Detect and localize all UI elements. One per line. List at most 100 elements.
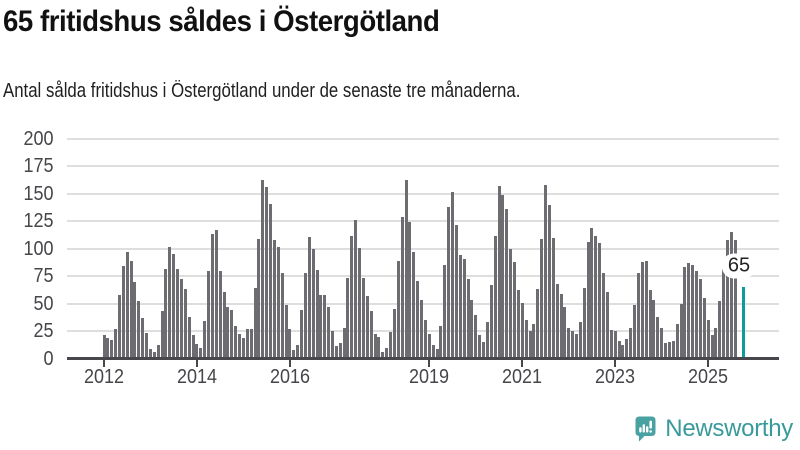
bar xyxy=(133,281,137,359)
bar xyxy=(532,324,536,359)
bar xyxy=(207,270,211,359)
bar xyxy=(664,343,668,359)
bar xyxy=(489,284,493,359)
bar xyxy=(191,335,195,359)
bar xyxy=(675,324,679,359)
bar xyxy=(106,337,110,359)
brand-name: Newsworthy xyxy=(665,415,793,442)
bar xyxy=(695,270,699,359)
bar xyxy=(315,269,319,359)
bar xyxy=(431,345,435,359)
bar xyxy=(671,340,675,359)
bar xyxy=(586,242,590,359)
bar xyxy=(354,220,358,359)
grid-line xyxy=(67,192,779,195)
bar xyxy=(602,272,606,359)
bar xyxy=(214,230,218,359)
x-axis-tick xyxy=(521,360,524,367)
bar xyxy=(629,327,633,359)
bar xyxy=(485,322,489,359)
bar xyxy=(249,328,253,359)
bar xyxy=(179,279,183,359)
bar xyxy=(400,216,404,359)
bar xyxy=(261,179,265,359)
page-subtitle: Antal sålda fritidshus i Östergötland un… xyxy=(3,80,521,102)
bar xyxy=(125,252,129,359)
bar xyxy=(710,335,714,359)
grid-line xyxy=(67,247,779,250)
bar xyxy=(691,265,695,359)
bar xyxy=(280,272,284,359)
bar xyxy=(408,222,412,359)
bar xyxy=(257,238,261,359)
y-axis-label: 50 xyxy=(33,292,54,315)
bar xyxy=(714,327,718,359)
bar xyxy=(462,258,466,359)
bar xyxy=(640,261,644,359)
bar xyxy=(272,239,276,359)
bar xyxy=(245,328,249,359)
bar xyxy=(613,331,617,359)
bar xyxy=(594,235,598,359)
bar xyxy=(381,351,385,359)
bar xyxy=(195,344,199,359)
grid-line xyxy=(67,220,779,223)
bar xyxy=(338,343,342,359)
bar xyxy=(474,314,478,359)
bar xyxy=(300,310,304,359)
bar xyxy=(636,272,640,359)
bar xyxy=(447,207,451,359)
bar xyxy=(567,327,571,359)
bar xyxy=(203,321,207,359)
bar xyxy=(493,235,497,359)
bar xyxy=(451,191,455,359)
bar xyxy=(423,320,427,359)
bar xyxy=(427,334,431,359)
y-axis-label: 150 xyxy=(23,182,54,205)
bar xyxy=(547,204,551,359)
bar xyxy=(241,337,245,359)
bar xyxy=(288,328,292,359)
y-axis-label: 200 xyxy=(23,128,54,150)
value-annotation: 65 xyxy=(721,253,757,279)
x-axis-label: 2025 xyxy=(688,366,729,388)
x-axis-tick xyxy=(428,360,431,367)
bar xyxy=(121,266,125,359)
bar xyxy=(346,278,350,359)
bar xyxy=(296,345,300,359)
bar xyxy=(102,335,106,359)
bar xyxy=(396,260,400,359)
bar xyxy=(482,342,486,359)
x-axis-label: 2021 xyxy=(502,366,543,388)
bar xyxy=(226,306,230,359)
bar xyxy=(199,347,203,359)
bar xyxy=(454,224,458,359)
bar xyxy=(412,252,416,359)
bar xyxy=(311,248,315,359)
bar xyxy=(110,339,114,359)
bar xyxy=(385,347,389,359)
x-axis-label: 2016 xyxy=(269,366,310,388)
bar xyxy=(303,272,307,359)
bar xyxy=(609,329,613,359)
x-axis-tick xyxy=(288,360,291,367)
x-axis-label: 2019 xyxy=(409,366,450,388)
x-axis-tick xyxy=(707,360,710,367)
bar xyxy=(706,320,710,359)
bar xyxy=(505,209,509,359)
bar xyxy=(416,280,420,359)
bar xyxy=(141,317,145,359)
bar xyxy=(358,247,362,359)
bar xyxy=(590,227,594,359)
bar xyxy=(307,236,311,359)
bar xyxy=(323,294,327,359)
bar xyxy=(667,342,671,359)
bar xyxy=(187,316,191,359)
x-axis-tick xyxy=(195,360,198,367)
bar xyxy=(551,237,555,359)
bar xyxy=(218,270,222,359)
bar xyxy=(571,331,575,359)
bar xyxy=(718,301,722,359)
bar xyxy=(563,306,567,359)
bar xyxy=(404,179,408,359)
